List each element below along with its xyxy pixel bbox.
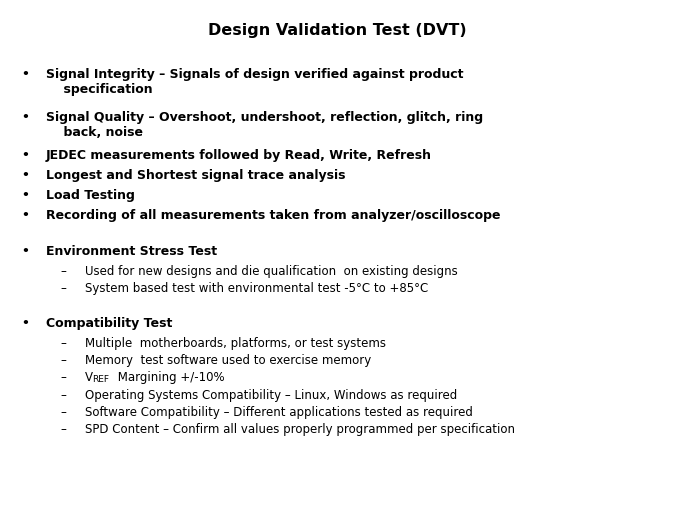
Text: Longest and Shortest signal trace analysis: Longest and Shortest signal trace analys… [46,169,345,182]
Text: Software Compatibility – Different applications tested as required: Software Compatibility – Different appli… [85,405,472,418]
Text: REF: REF [92,374,109,383]
Text: System based test with environmental test -5°C to +85°C: System based test with environmental tes… [85,282,428,295]
Text: SPD Content – Confirm all values properly programmed per specification: SPD Content – Confirm all values properl… [85,422,515,435]
Text: •: • [22,316,30,329]
Text: Load Testing: Load Testing [46,189,135,202]
Text: Signal Integrity – Signals of design verified against product
    specification: Signal Integrity – Signals of design ver… [46,68,463,96]
Text: –: – [61,354,67,367]
Text: •: • [22,209,30,222]
Text: Design Validation Test (DVT): Design Validation Test (DVT) [208,23,466,38]
Text: Compatibility Test: Compatibility Test [46,316,173,329]
Text: Margining +/-10%: Margining +/-10% [114,371,224,384]
Text: Used for new designs and die qualification  on existing designs: Used for new designs and die qualificati… [85,265,458,278]
Text: –: – [61,371,67,384]
Text: •: • [22,244,30,258]
Text: –: – [61,282,67,295]
Text: Memory  test software used to exercise memory: Memory test software used to exercise me… [85,354,371,367]
Text: Multiple  motherboards, platforms, or test systems: Multiple motherboards, platforms, or tes… [85,336,386,349]
Text: •: • [22,68,30,81]
Text: •: • [22,169,30,182]
Text: –: – [61,336,67,349]
Text: •: • [22,111,30,124]
Text: V: V [85,371,93,384]
Text: •: • [22,148,30,162]
Text: –: – [61,265,67,278]
Text: –: – [61,405,67,418]
Text: Environment Stress Test: Environment Stress Test [46,244,217,258]
Text: Signal Quality – Overshoot, undershoot, reflection, glitch, ring
    back, noise: Signal Quality – Overshoot, undershoot, … [46,111,483,139]
Text: –: – [61,422,67,435]
Text: JEDEC measurements followed by Read, Write, Refresh: JEDEC measurements followed by Read, Wri… [46,148,432,162]
Text: Operating Systems Compatibility – Linux, Windows as required: Operating Systems Compatibility – Linux,… [85,388,457,401]
Text: –: – [61,388,67,401]
Text: Recording of all measurements taken from analyzer/oscilloscope: Recording of all measurements taken from… [46,209,500,222]
Text: •: • [22,189,30,202]
